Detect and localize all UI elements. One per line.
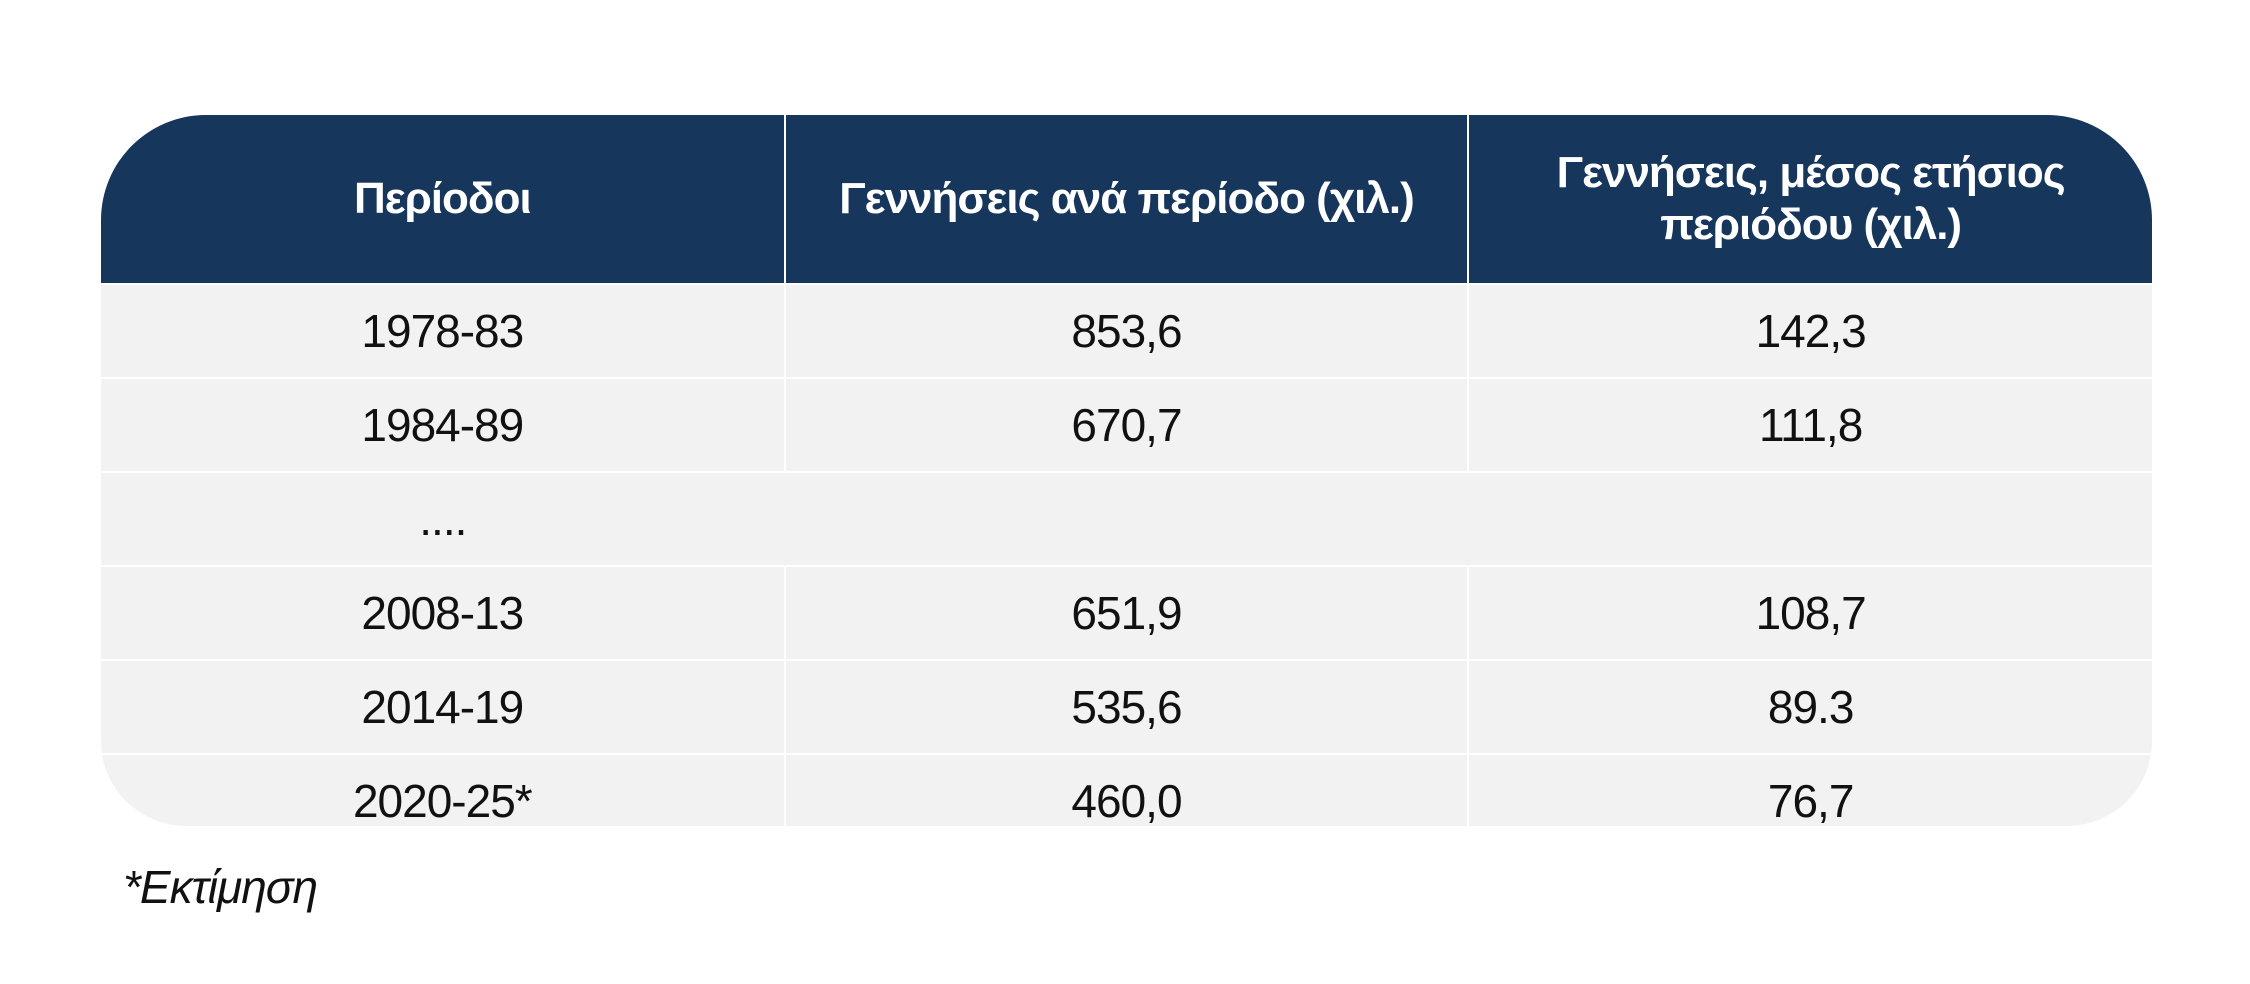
table-header: Περίοδοι Γεννήσεις ανά περίοδο (χιλ.) Γενν… xyxy=(101,115,2152,284)
table-row: 2020-25* 460,0 76,7 xyxy=(101,753,2152,826)
table-row: 1978-83 853,6 142,3 xyxy=(101,283,2152,378)
table-cell: 2008-13 xyxy=(101,565,785,660)
table: Περίοδοι Γεννήσεις ανά περίοδο (χιλ.) Γενν… xyxy=(101,115,2152,826)
header-cell: Περίοδοι xyxy=(101,115,785,284)
header-cell: Γεννήσεις ανά περίοδο (χιλ.) xyxy=(783,115,1469,284)
table-cell: 1978-83 xyxy=(101,283,785,378)
table-row: .... xyxy=(101,471,2152,566)
header-cell: Γεννήσεις, μέσος ετήσιος περιόδου (χιλ.) xyxy=(1467,115,2152,284)
table-container: Περίοδοι Γεννήσεις ανά περίοδο (χιλ.) Γενν… xyxy=(101,115,2152,826)
table-cell: 142,3 xyxy=(1467,283,2152,378)
table-cell: 1984-89 xyxy=(101,377,785,472)
table-body: 1978-83 853,6 142,3 1984-89 670,7 111,8.... 20… xyxy=(101,283,2152,826)
table-row: 2008-13 651,9 108,7 xyxy=(101,565,2152,660)
table-cell: 111,8 xyxy=(1467,377,2152,472)
table-cell: .... xyxy=(101,471,785,566)
table-cell: 108,7 xyxy=(1467,565,2152,660)
table-cell: 76,7 xyxy=(1467,753,2152,826)
table-row: 2014-19 535,6 89.3 xyxy=(101,659,2152,754)
footnote: *Εκτίμηση xyxy=(123,861,318,913)
table-cell: 535,6 xyxy=(783,659,1469,754)
table-cell: 2014-19 xyxy=(101,659,785,754)
table-cell: 853,6 xyxy=(783,283,1469,378)
header-row: Περίοδοι Γεννήσεις ανά περίοδο (χιλ.) Γενν… xyxy=(101,115,2152,284)
table-row: 1984-89 670,7 111,8 xyxy=(101,377,2152,472)
empty-cell xyxy=(784,471,2152,566)
table-cell: 460,0 xyxy=(783,753,1469,826)
table-cell: 651,9 xyxy=(783,565,1469,660)
table-cell: 2020-25* xyxy=(101,753,785,826)
table-cell: 670,7 xyxy=(783,377,1469,472)
table-cell: 89.3 xyxy=(1467,659,2152,754)
